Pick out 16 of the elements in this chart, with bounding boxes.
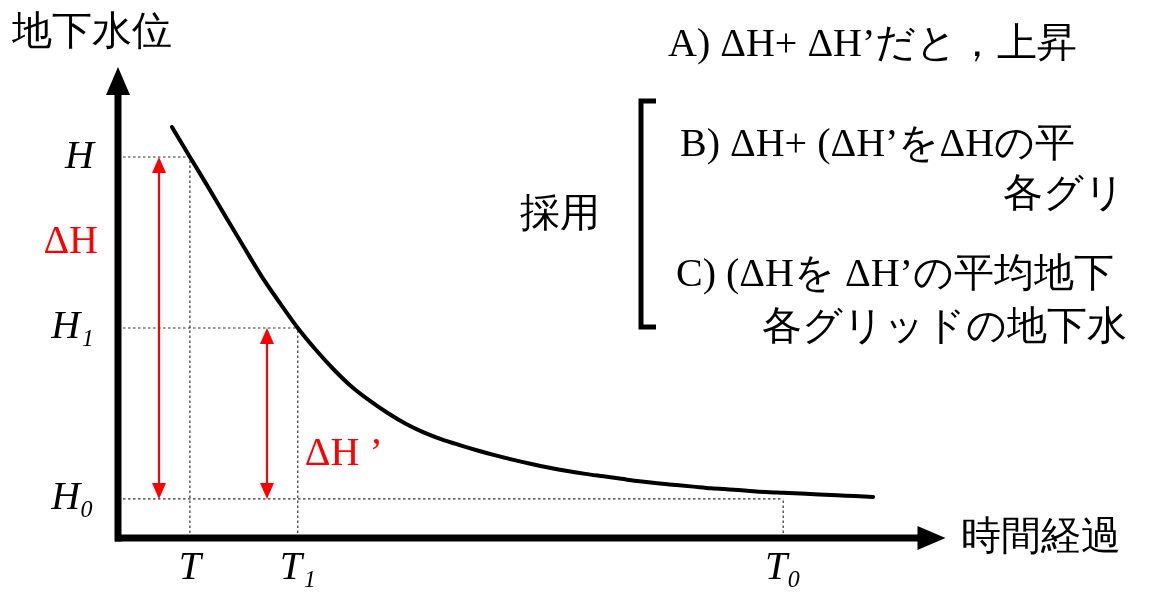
annotation: 採用 [520, 189, 600, 235]
x-tick-label: T₀ [765, 542, 802, 588]
annotation: C) (ΔHを ΔH’の平均地下 [676, 249, 1114, 295]
y-axis-title: 地下水位 [11, 7, 172, 53]
ref-line-label: H [64, 131, 97, 177]
ref-line-label: H₀ [50, 473, 94, 519]
x-axis-title: 時間経過 [961, 512, 1121, 558]
text: A) ΔH+ ΔH’だと，上昇 [668, 19, 1078, 65]
text: 各グリ [1003, 169, 1125, 215]
annotation: ΔH ’ [304, 429, 383, 474]
annotation: 各グリッドの地下水 [762, 302, 1127, 348]
x-tick-label: T [178, 542, 204, 588]
text: ΔH [43, 216, 98, 262]
annotation: B) ΔH+ (ΔH’をΔHの平 [680, 119, 1076, 165]
x-tick-label: T₁ [279, 542, 316, 588]
ref-line-label: H₁ [50, 302, 94, 348]
